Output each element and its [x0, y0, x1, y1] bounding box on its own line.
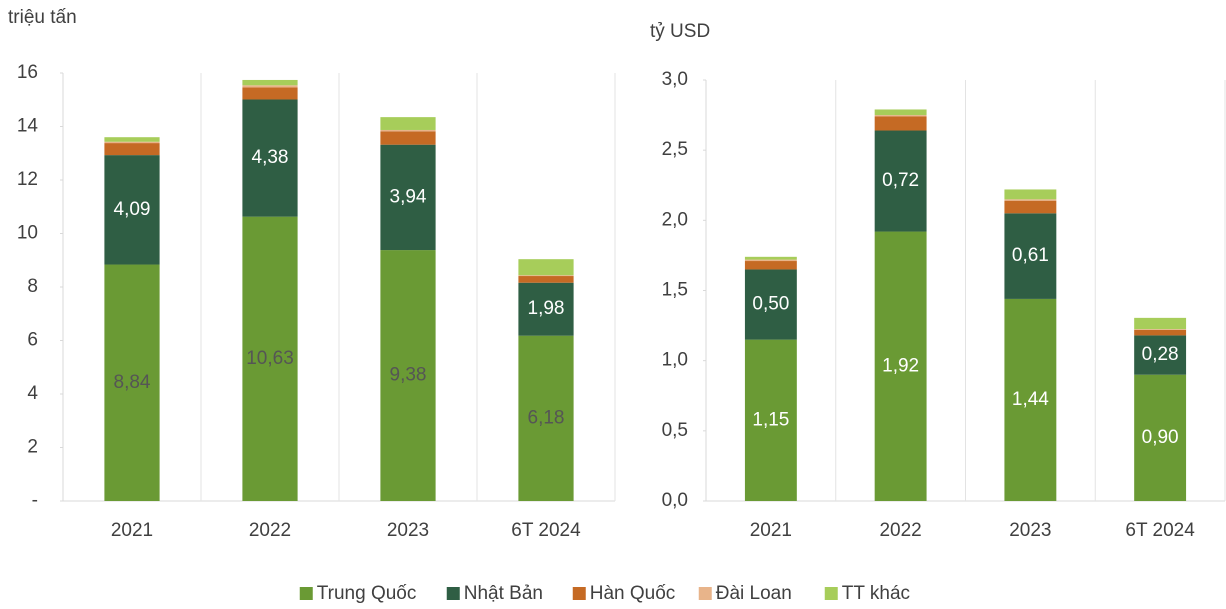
bar-segment	[874, 109, 927, 116]
bar-segment	[104, 137, 160, 142]
y-tick-label: 6	[27, 330, 38, 351]
data-label: 1,98	[528, 298, 565, 319]
data-label: 0,72	[882, 170, 919, 191]
bar-segment	[1134, 329, 1187, 330]
bar-segment	[518, 275, 574, 277]
bar-segment	[104, 143, 160, 156]
bar-segment	[1134, 335, 1187, 375]
bar-segment	[1004, 189, 1057, 200]
bar-segment	[1134, 329, 1187, 336]
x-tick-label: 2021	[750, 520, 792, 541]
bar-segment	[380, 129, 436, 132]
data-label: 9,38	[390, 365, 427, 386]
y-tick-label: 2	[27, 437, 38, 458]
bar-segment	[380, 250, 436, 501]
legend-swatch	[698, 587, 712, 600]
data-label: 0,90	[1142, 427, 1179, 448]
legend-swatch	[446, 587, 460, 600]
data-label: 3,94	[390, 186, 427, 207]
bar-segment	[104, 264, 160, 501]
y-axis-label: triệu tấn	[8, 7, 77, 28]
bar-segment	[242, 87, 298, 100]
bar-segment	[242, 216, 298, 501]
y-tick-label: 3,0	[662, 69, 688, 90]
y-tick-label: 8	[27, 276, 38, 297]
bar-segment	[744, 261, 797, 270]
bar-segment	[744, 259, 797, 262]
legend-swatch	[299, 587, 313, 600]
bar-segment	[380, 144, 436, 251]
bar-segment	[518, 335, 574, 501]
bar-segment	[1004, 298, 1057, 501]
bar-segment	[874, 116, 927, 131]
bar-segment	[874, 231, 927, 501]
y-tick-label: -	[32, 490, 38, 511]
bar-segment	[744, 269, 797, 340]
bar-segment	[242, 79, 298, 86]
legend-label: Đài Loan	[716, 583, 792, 604]
legend-label: TT khác	[842, 583, 910, 604]
data-label: 0,28	[1142, 344, 1179, 365]
legend-label: Trung Quốc	[317, 583, 417, 604]
bar-segment	[744, 339, 797, 501]
bar-segment	[1004, 200, 1057, 214]
x-tick-label: 2022	[879, 520, 921, 541]
data-label: 4,38	[252, 147, 289, 168]
bar-segment	[874, 115, 927, 117]
legend-swatch	[824, 587, 838, 600]
bar-segment	[242, 99, 298, 217]
bar-segment	[242, 85, 298, 88]
data-label: 1,44	[1012, 389, 1049, 410]
x-tick-label: 6T 2024	[511, 520, 581, 541]
legend-label: Nhật Bản	[464, 583, 543, 604]
data-label: 8,84	[114, 372, 151, 393]
bar-segment	[874, 130, 927, 232]
x-tick-label: 6T 2024	[1125, 520, 1195, 541]
y-tick-label: 0,0	[662, 490, 688, 511]
x-tick-label: 2022	[249, 520, 291, 541]
data-label: 4,09	[114, 199, 151, 220]
bar-segment	[380, 117, 436, 130]
bar-segment	[1004, 213, 1057, 299]
y-tick-label: 14	[17, 116, 39, 137]
y-tick-label: 0,5	[662, 420, 688, 441]
x-tick-label: 2023	[1009, 520, 1051, 541]
y-tick-label: 1,0	[662, 350, 688, 371]
data-label: 0,50	[752, 294, 789, 315]
y-axis-label: tỷ USD	[650, 21, 710, 42]
bar-segment	[518, 282, 574, 336]
data-label: 0,61	[1012, 245, 1049, 266]
y-tick-label: 1,5	[662, 280, 688, 301]
data-label: 1,92	[882, 355, 919, 376]
bar-segment	[744, 256, 797, 260]
data-label: 10,63	[246, 348, 294, 369]
y-tick-label: 4	[27, 383, 38, 404]
bar-segment	[1004, 199, 1057, 201]
y-tick-label: 2,0	[662, 209, 688, 230]
bar-segment	[518, 259, 574, 276]
bar-segment	[518, 276, 574, 283]
bar-segment	[104, 141, 160, 144]
y-tick-label: 10	[17, 223, 38, 244]
y-tick-label: 12	[17, 169, 38, 190]
bar-segment	[1134, 374, 1187, 501]
legend-swatch	[572, 587, 586, 600]
x-tick-label: 2023	[387, 520, 429, 541]
y-tick-label: 2,5	[662, 139, 688, 160]
bar-segment	[1134, 317, 1187, 330]
bar-segment	[104, 155, 160, 265]
data-label: 6,18	[528, 407, 565, 428]
y-tick-label: 16	[17, 62, 38, 83]
x-tick-label: 2021	[111, 520, 153, 541]
bar-segment	[380, 131, 436, 145]
data-label: 1,15	[752, 409, 789, 430]
legend-label: Hàn Quốc	[590, 583, 676, 604]
